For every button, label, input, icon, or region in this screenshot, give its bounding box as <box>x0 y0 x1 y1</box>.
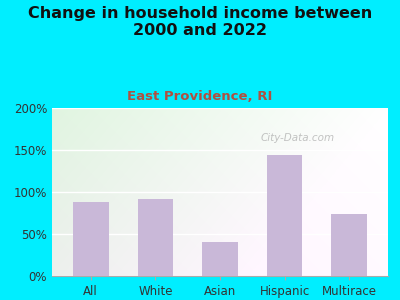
Bar <box>202 242 238 276</box>
Bar <box>138 199 173 276</box>
Bar <box>267 155 302 276</box>
Bar <box>73 202 108 276</box>
Text: East Providence, RI: East Providence, RI <box>127 90 273 103</box>
Bar <box>332 214 367 276</box>
Text: City-Data.com: City-Data.com <box>260 133 334 143</box>
Text: Change in household income between
2000 and 2022: Change in household income between 2000 … <box>28 6 372 38</box>
